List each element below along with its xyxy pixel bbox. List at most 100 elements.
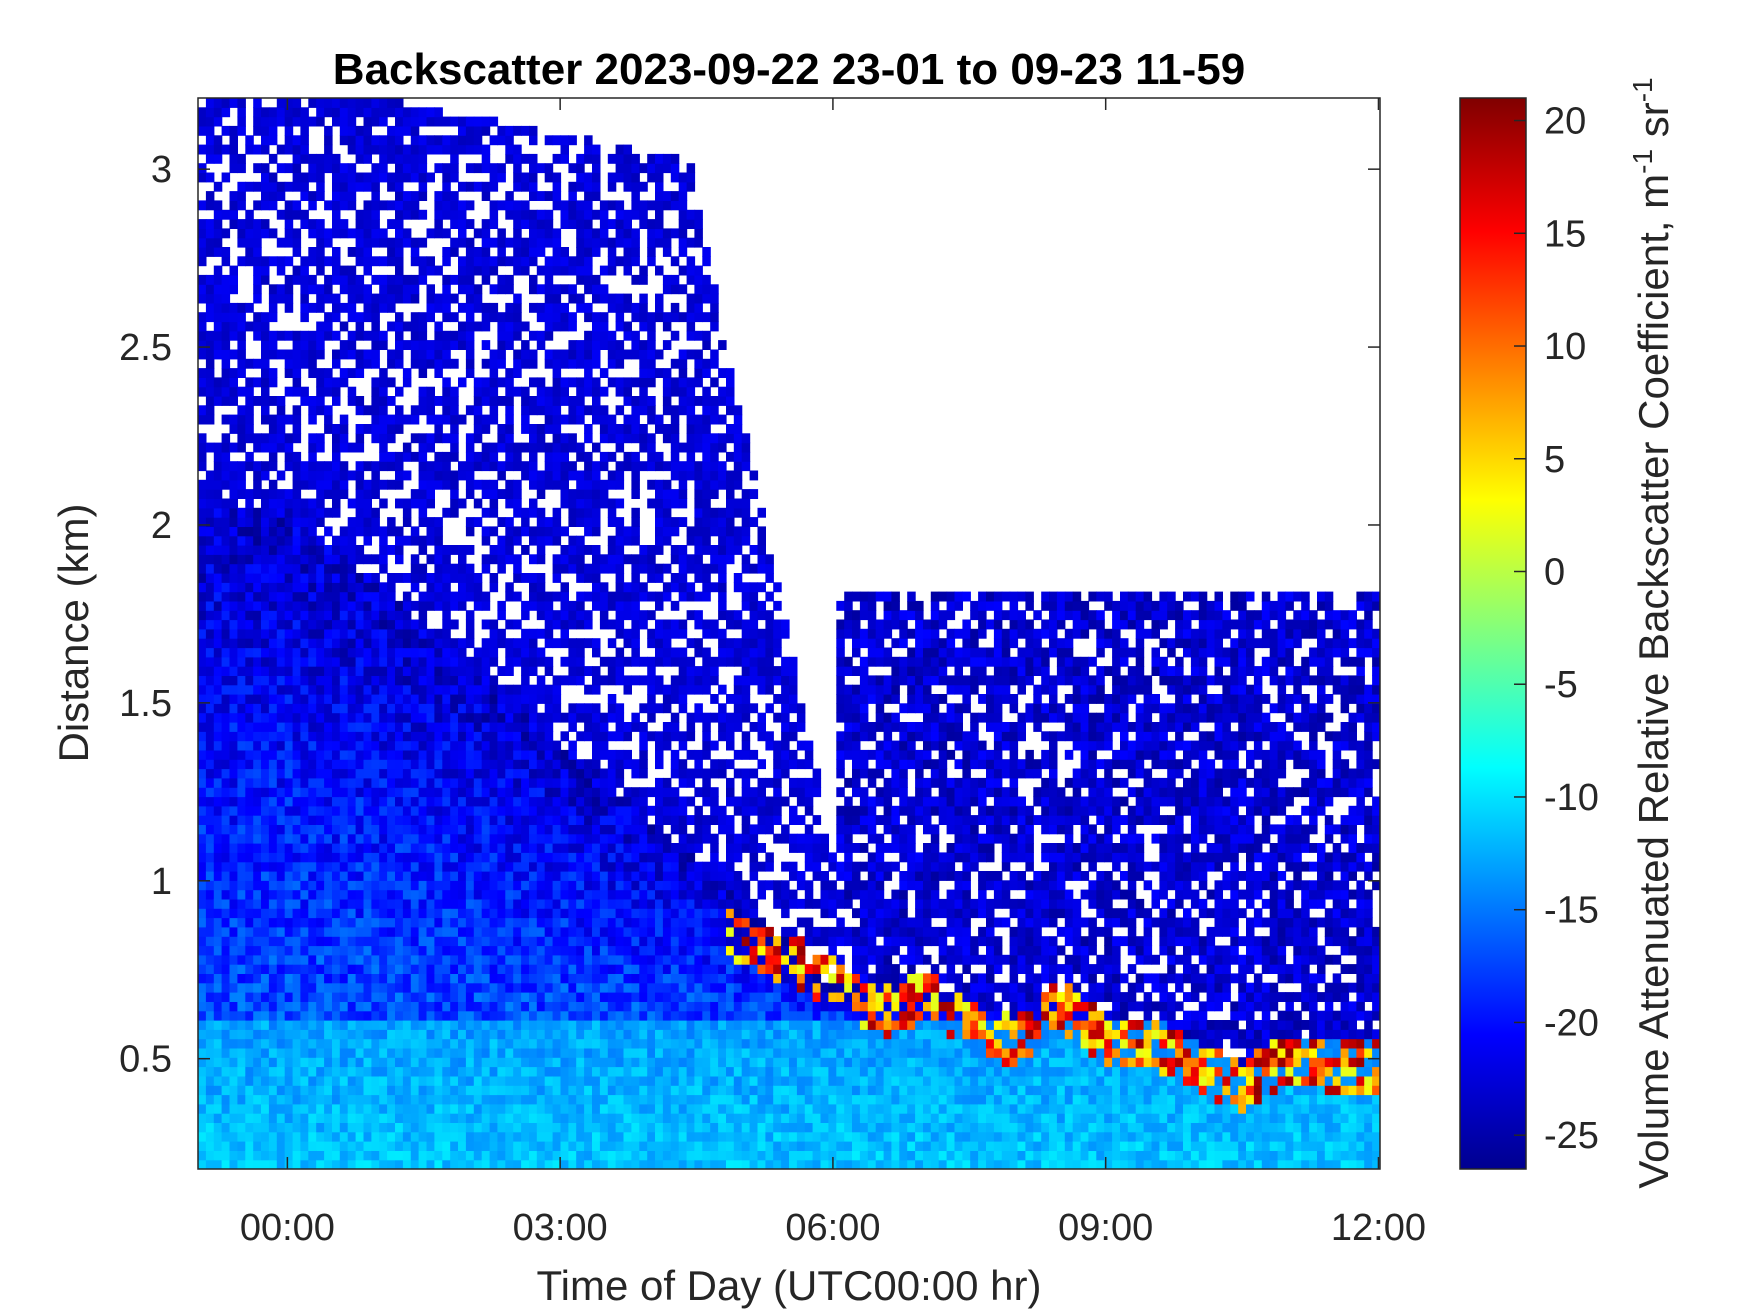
- heatmap-cell: [213, 153, 223, 164]
- heatmap-cell: [552, 777, 562, 788]
- heatmap-cell: [560, 833, 569, 844]
- heatmap-cell: [221, 954, 231, 965]
- heatmap-cell: [229, 722, 238, 732]
- heatmap-cell: [592, 982, 601, 993]
- heatmap-cell: [332, 545, 341, 555]
- heatmap-cell: [316, 898, 325, 909]
- heatmap-cell: [347, 964, 357, 974]
- heatmap-cell: [473, 992, 483, 1002]
- heatmap-cell: [584, 1085, 593, 1096]
- heatmap-cell: [473, 1103, 483, 1114]
- heatmap-cell: [292, 405, 302, 416]
- heatmap-cell: [560, 358, 569, 369]
- heatmap-cell: [426, 824, 435, 835]
- heatmap-cell: [442, 638, 451, 649]
- heatmap-cell: [536, 731, 546, 742]
- heatmap-cell: [418, 731, 428, 742]
- heatmap-cell: [355, 992, 365, 1002]
- heatmap-cell: [276, 293, 286, 304]
- heatmap-cell: [552, 1029, 562, 1040]
- heatmap-cell: [198, 1131, 207, 1142]
- heatmap-cell: [568, 219, 577, 229]
- heatmap-cell: [584, 517, 593, 527]
- heatmap-cell: [505, 1103, 514, 1114]
- heatmap-cell: [284, 600, 294, 611]
- heatmap-cell: [599, 1075, 609, 1086]
- heatmap-cell: [205, 610, 215, 621]
- heatmap-cell: [513, 526, 522, 537]
- heatmap-cell: [513, 1029, 522, 1040]
- heatmap-cell: [418, 647, 428, 658]
- heatmap-cell: [584, 284, 593, 295]
- heatmap-cell: [426, 926, 435, 937]
- heatmap-cell: [568, 656, 577, 667]
- heatmap-cell: [387, 1159, 396, 1169]
- heatmap-cell: [481, 843, 491, 853]
- heatmap-cell: [568, 293, 577, 304]
- heatmap-cell: [560, 805, 569, 816]
- heatmap-cell: [245, 843, 254, 853]
- heatmap-cell: [505, 964, 514, 974]
- heatmap-cell: [245, 898, 254, 909]
- heatmap-cell: [473, 265, 483, 276]
- heatmap-cell: [332, 219, 341, 229]
- heatmap-cell: [284, 349, 294, 360]
- heatmap-cell: [410, 349, 420, 360]
- heatmap-cell: [292, 787, 302, 798]
- heatmap-cell: [284, 712, 294, 723]
- heatmap-cell: [473, 787, 483, 798]
- heatmap-cell: [253, 545, 262, 555]
- heatmap-cell: [505, 852, 514, 863]
- heatmap-cell: [355, 973, 365, 984]
- heatmap-cell: [489, 545, 499, 555]
- heatmap-cell: [536, 889, 546, 900]
- heatmap-cell: [410, 740, 420, 751]
- heatmap-cell: [450, 153, 459, 164]
- heatmap-cell: [221, 889, 231, 900]
- heatmap-cell: [332, 815, 341, 825]
- heatmap-cell: [576, 507, 585, 518]
- heatmap-cell: [560, 1057, 569, 1068]
- heatmap-cell: [576, 172, 585, 183]
- heatmap-cell: [592, 740, 601, 751]
- heatmap-cell: [592, 172, 601, 183]
- heatmap-cell: [473, 815, 483, 825]
- heatmap-cell: [465, 340, 475, 350]
- heatmap-cell: [198, 759, 207, 770]
- heatmap-cell: [308, 777, 317, 788]
- heatmap-cell: [371, 908, 380, 919]
- heatmap-cell: [560, 1094, 569, 1105]
- heatmap-cell: [300, 722, 309, 732]
- heatmap-cell: [497, 256, 506, 267]
- heatmap-cell: [529, 694, 538, 704]
- heatmap-cell: [308, 954, 317, 965]
- heatmap-cell: [418, 470, 428, 481]
- heatmap-cell: [458, 302, 467, 313]
- heatmap-cell: [544, 703, 554, 714]
- heatmap-cell: [253, 777, 262, 788]
- heatmap-cell: [410, 815, 420, 825]
- heatmap-cell: [513, 554, 522, 565]
- heatmap-cell: [276, 489, 286, 499]
- heatmap-cell: [245, 563, 254, 574]
- heatmap-cell: [529, 153, 538, 164]
- heatmap-cell: [497, 731, 506, 742]
- heatmap-cell: [489, 1001, 499, 1012]
- heatmap-cell: [513, 451, 522, 462]
- heatmap-cell: [481, 722, 491, 732]
- heatmap-cell: [213, 181, 223, 192]
- heatmap-cell: [379, 442, 388, 453]
- heatmap-cell: [379, 675, 388, 686]
- heatmap-cell: [198, 703, 207, 714]
- heatmap-cell: [599, 871, 609, 881]
- heatmap-cell: [363, 181, 372, 192]
- heatmap-cell: [261, 107, 270, 118]
- heatmap-cell: [521, 442, 530, 453]
- heatmap-cell: [458, 135, 467, 146]
- heatmap-cell: [316, 833, 325, 844]
- heatmap-cell: [268, 880, 278, 891]
- heatmap-cell: [529, 1103, 538, 1114]
- heatmap-cell: [458, 582, 467, 593]
- heatmap-cell: [544, 908, 554, 919]
- heatmap-cell: [529, 573, 538, 583]
